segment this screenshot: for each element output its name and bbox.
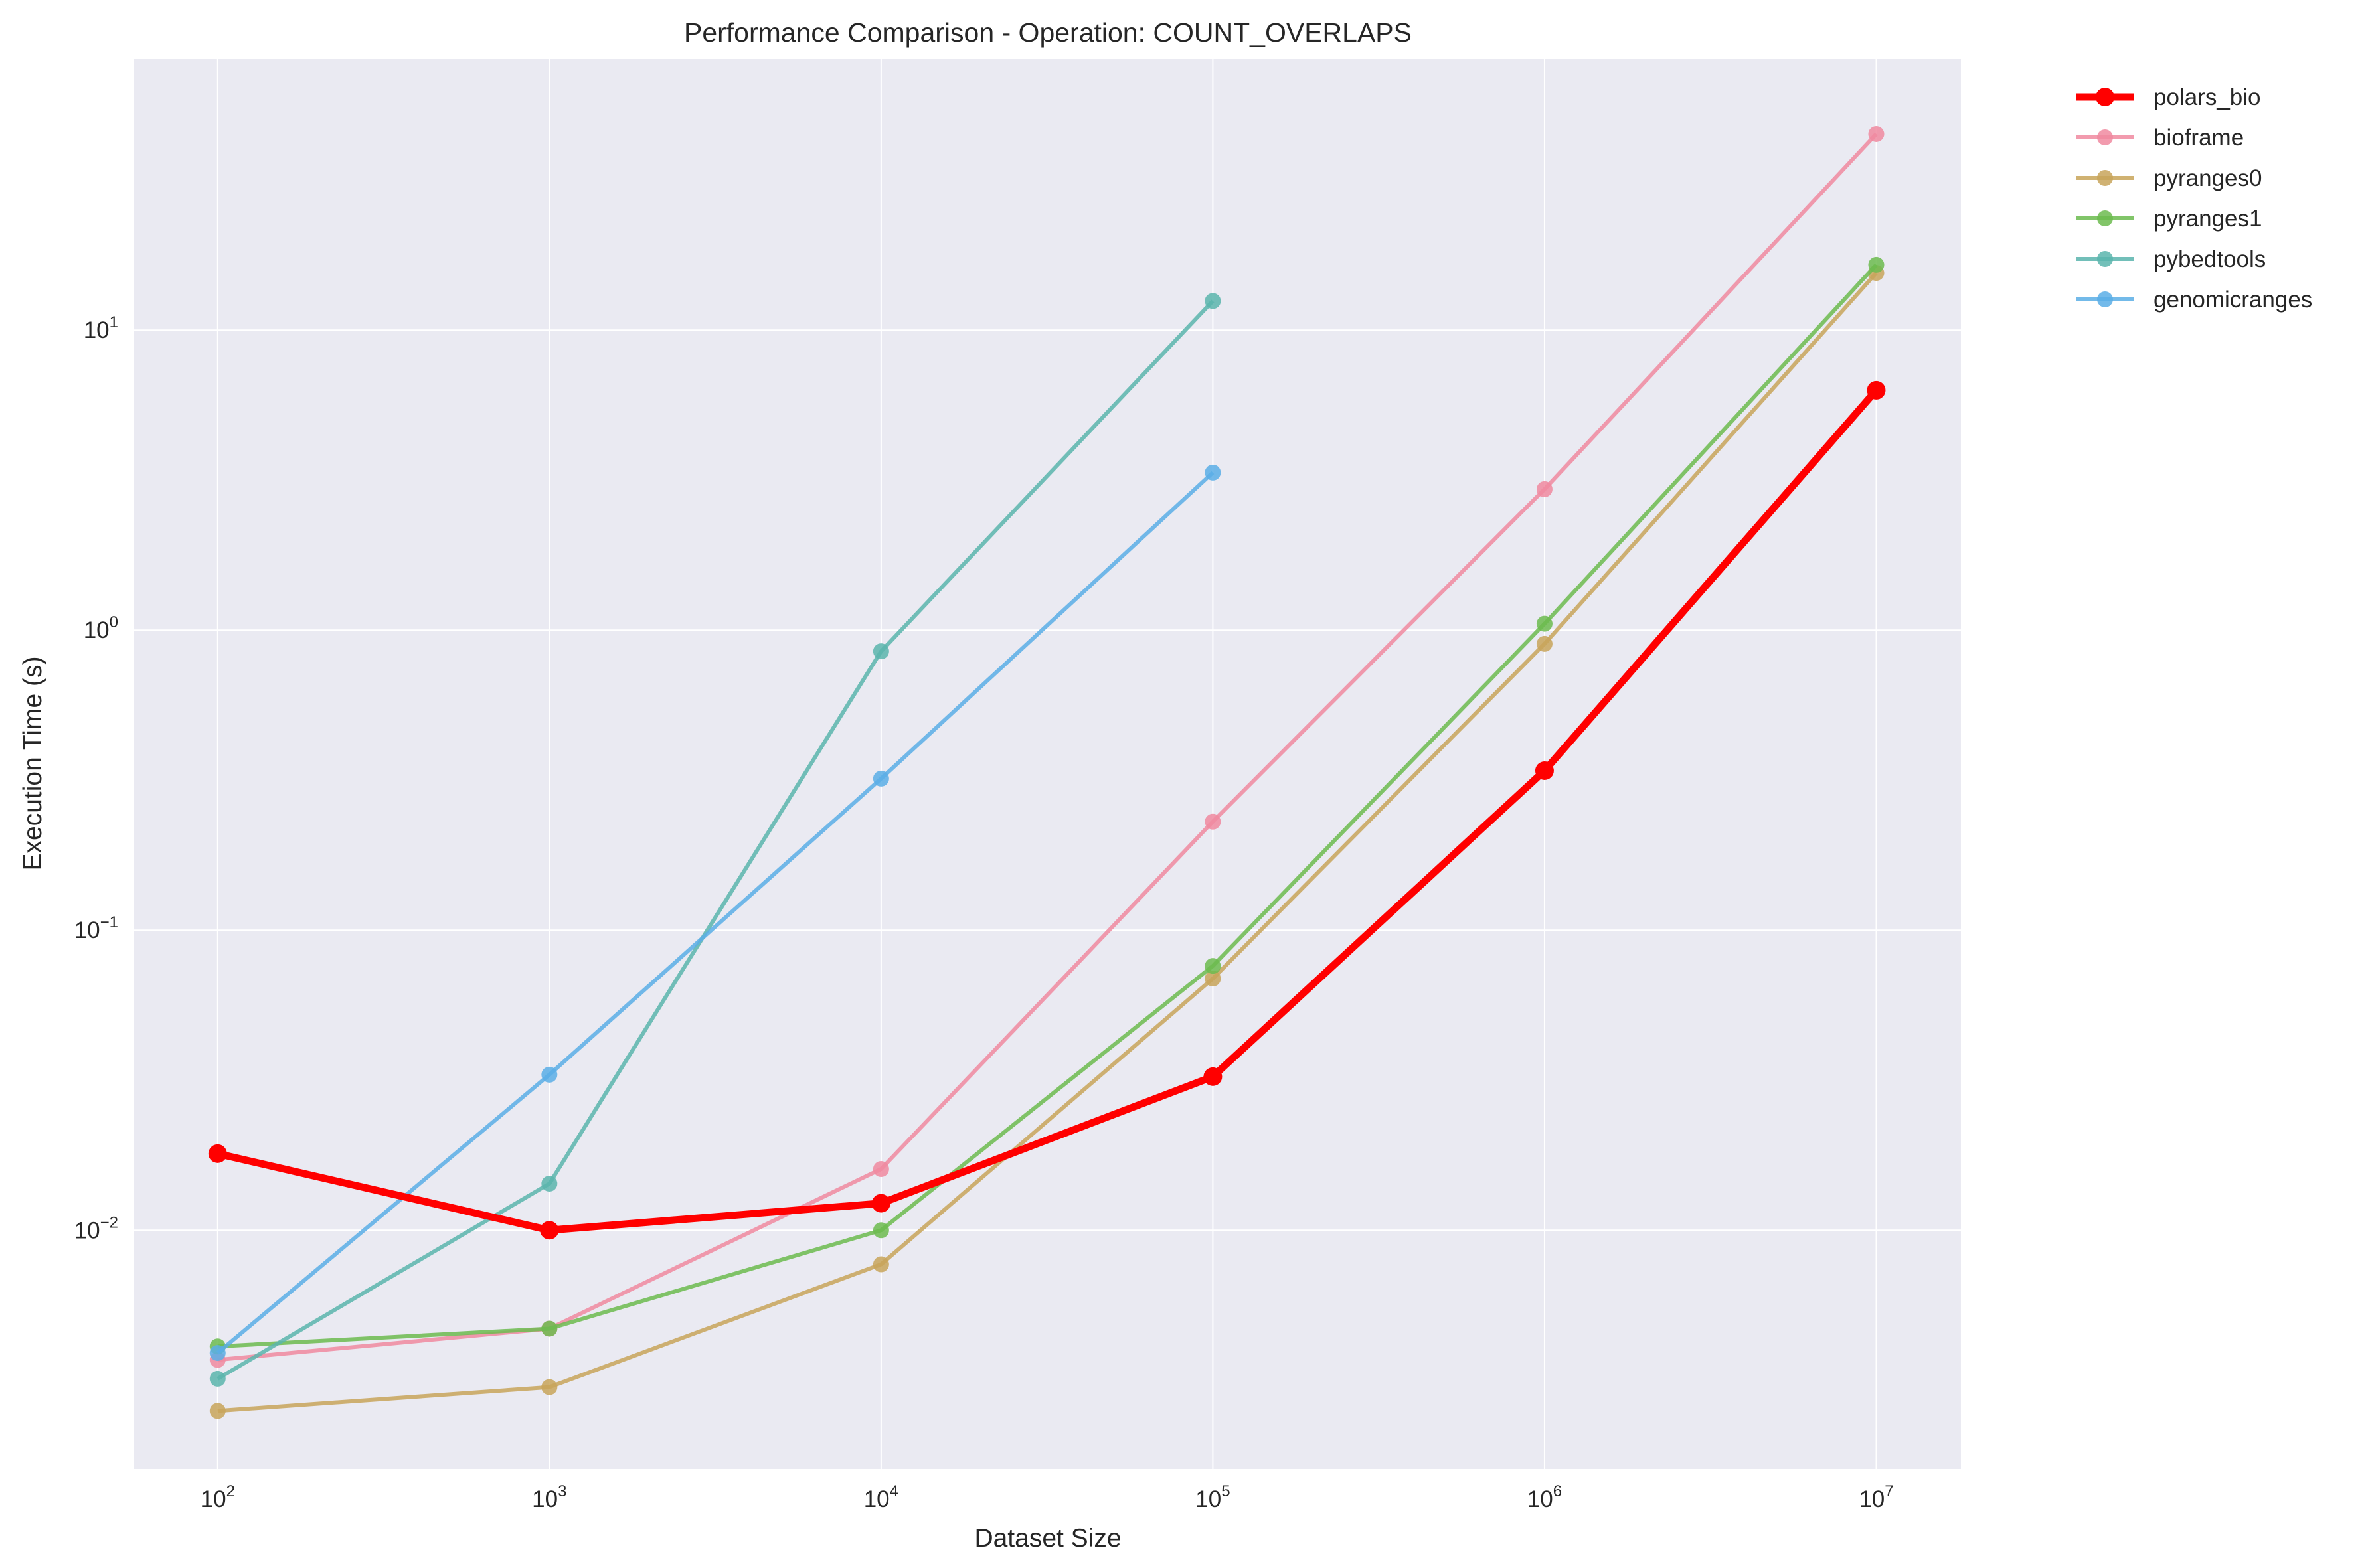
data-point-polars_bio <box>1535 761 1554 781</box>
data-point-pybedtools <box>1205 293 1221 309</box>
legend-item-pyranges1: pyranges1 <box>2076 206 2262 232</box>
legend-item-pybedtools: pybedtools <box>2076 246 2266 272</box>
series-pybedtools <box>209 293 1221 1387</box>
data-point-pybedtools <box>541 1176 558 1192</box>
series-line-genomicranges <box>216 471 1215 1355</box>
series-line-pybedtools <box>216 299 1215 1381</box>
x-axis-ticks: 102 103 104 105 106 107 <box>201 1482 1894 1512</box>
data-point-genomicranges <box>873 770 889 787</box>
y-tick-label: 10−1 <box>74 913 118 943</box>
legend-label: pyranges1 <box>2154 206 2262 232</box>
y-axis-label: Execution Time (s) <box>19 657 47 871</box>
series-line-polars_bio <box>216 388 1879 1234</box>
data-point-polars_bio <box>1867 380 1886 400</box>
legend-marker <box>2097 129 2113 145</box>
y-axis-ticks: 10−2 10−1 100 101 <box>74 313 118 1243</box>
x-tick-label: 105 <box>1195 1482 1230 1512</box>
data-point-pyranges1 <box>1536 615 1553 632</box>
data-point-pyranges0 <box>873 1256 889 1273</box>
series-polars_bio <box>208 380 1886 1240</box>
data-point-genomicranges <box>209 1345 226 1362</box>
legend-label: pyranges0 <box>2154 165 2262 191</box>
data-point-pyranges0 <box>209 1403 226 1419</box>
data-point-polars_bio <box>540 1221 559 1240</box>
legend-item-bioframe: bioframe <box>2076 125 2244 151</box>
chart-title: Performance Comparison - Operation: COUN… <box>684 17 1412 48</box>
data-point-bioframe <box>873 1160 889 1177</box>
x-axis-label: Dataset Size <box>974 1524 1121 1553</box>
x-tick-label: 106 <box>1527 1482 1562 1512</box>
data-point-bioframe <box>1868 125 1885 142</box>
data-point-polars_bio <box>208 1144 227 1163</box>
y-tick-label: 101 <box>84 313 118 343</box>
series-line-pyranges0 <box>217 272 1878 1413</box>
data-point-bioframe <box>1205 813 1221 830</box>
legend-marker <box>2097 291 2113 307</box>
legend-item-polars_bio: polars_bio <box>2076 84 2261 110</box>
x-tick-label: 103 <box>532 1482 566 1512</box>
data-point-pyranges1 <box>541 1320 558 1337</box>
data-point-pyranges1 <box>1868 256 1885 273</box>
data-point-polars_bio <box>871 1194 890 1213</box>
data-point-genomicranges <box>541 1066 558 1083</box>
legend-marker <box>2096 88 2114 106</box>
series-layer <box>208 125 1886 1419</box>
x-tick-label: 104 <box>864 1482 898 1512</box>
data-point-pyranges0 <box>1205 971 1221 987</box>
legend-marker <box>2097 170 2113 186</box>
plot-background <box>134 59 1961 1469</box>
data-point-pybedtools <box>209 1370 226 1387</box>
data-point-polars_bio <box>1203 1067 1223 1086</box>
data-point-pyranges0 <box>541 1379 558 1395</box>
data-point-pyranges1 <box>873 1222 889 1239</box>
legend-label: pybedtools <box>2154 246 2266 272</box>
legend-marker <box>2097 210 2113 226</box>
series-genomicranges <box>209 464 1221 1362</box>
data-point-genomicranges <box>1205 464 1221 481</box>
data-point-pybedtools <box>873 643 889 660</box>
data-point-pyranges1 <box>1205 958 1221 975</box>
data-point-bioframe <box>1536 481 1553 497</box>
legend-marker <box>2097 251 2113 267</box>
y-tick-label: 100 <box>84 613 118 643</box>
series-line-pyranges1 <box>217 263 1878 1349</box>
legend-label: bioframe <box>2154 125 2244 151</box>
data-point-pyranges0 <box>1536 635 1553 652</box>
legend: polars_bio bioframe pyranges0 pyranges1 pybe… <box>2076 84 2312 313</box>
x-tick-label: 107 <box>1859 1482 1893 1512</box>
series-pyranges1 <box>209 256 1885 1355</box>
legend-item-genomicranges: genomicranges <box>2076 287 2312 313</box>
x-tick-label: 102 <box>201 1482 235 1512</box>
legend-label: genomicranges <box>2154 287 2312 313</box>
series-pyranges0 <box>209 265 1885 1419</box>
legend-item-pyranges0: pyranges0 <box>2076 165 2262 191</box>
legend-label: polars_bio <box>2154 84 2261 110</box>
series-line-bioframe <box>217 132 1878 1362</box>
y-tick-label: 10−2 <box>74 1214 118 1243</box>
